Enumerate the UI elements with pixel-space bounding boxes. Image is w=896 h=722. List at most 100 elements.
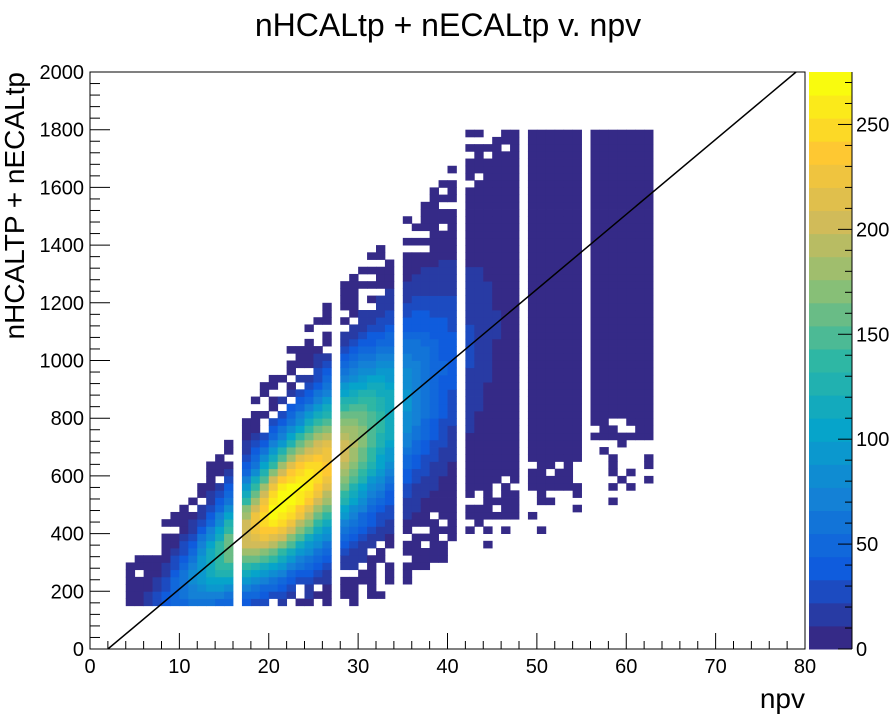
heatmap-bin [188, 576, 198, 585]
heatmap-bin [295, 548, 305, 556]
heatmap-bin [447, 475, 457, 484]
heatmap-bin [322, 331, 332, 340]
heatmap-bin [465, 461, 475, 470]
heatmap-bin [474, 187, 484, 196]
heatmap-bin [367, 389, 377, 397]
heatmap-bin [465, 432, 475, 441]
heatmap-bin [340, 367, 350, 376]
heatmap-bin [554, 403, 565, 412]
heatmap-bin [501, 432, 511, 441]
heatmap-bin [268, 548, 279, 556]
heatmap-bin [527, 194, 538, 203]
heatmap-bin [402, 281, 413, 289]
heatmap-bin [617, 374, 627, 383]
heatmap-bin [474, 165, 484, 174]
heatmap-bin [152, 562, 162, 571]
heatmap-bin [536, 216, 547, 224]
heatmap-bin [322, 447, 332, 455]
heatmap-bin [161, 548, 171, 556]
heatmap-bin [429, 288, 439, 296]
heatmap-bin [536, 410, 547, 419]
fit-line [107, 71, 797, 650]
heatmap-bin [420, 273, 431, 282]
heatmap-bin [384, 273, 395, 282]
heatmap-bin [304, 454, 314, 462]
heatmap-bin [438, 454, 448, 462]
heatmap-bin [420, 281, 431, 289]
heatmap-bin [635, 129, 645, 138]
heatmap-bin [384, 533, 395, 542]
heatmap-bin [501, 180, 511, 188]
heatmap-bin [429, 418, 439, 426]
heatmap-bin [438, 252, 448, 260]
heatmap-bin [313, 461, 323, 470]
heatmap-bin [644, 396, 654, 405]
heatmap-bin [143, 576, 153, 585]
heatmap-bin [492, 151, 502, 159]
heatmap-bin [438, 230, 448, 239]
heatmap-bin [563, 165, 574, 174]
heatmap-bin [599, 447, 609, 455]
heatmap-bin [572, 288, 582, 296]
heatmap-bin [608, 310, 618, 318]
heatmap-bin [224, 533, 234, 542]
heatmap-bin [626, 403, 636, 412]
heatmap-bin [554, 144, 565, 152]
heatmap-bin [545, 151, 556, 159]
heatmap-bin [197, 533, 207, 542]
heatmap-bin [563, 353, 574, 361]
heatmap-bin [411, 382, 422, 390]
heatmap-bin [590, 403, 600, 412]
heatmap-bin [644, 346, 654, 354]
heatmap-bin [644, 454, 654, 462]
heatmap-bin [304, 504, 314, 513]
heatmap-bin [304, 497, 314, 506]
heatmap-bin [349, 353, 359, 361]
heatmap-bin [125, 576, 136, 585]
heatmap-bin [527, 172, 538, 181]
heatmap-bin [635, 374, 645, 383]
heatmap-bin [527, 201, 538, 210]
heatmap-bin [134, 576, 145, 585]
heatmap-bin [510, 490, 520, 498]
heatmap-bin [554, 439, 565, 448]
heatmap-bin [617, 136, 627, 145]
heatmap-bin [429, 209, 439, 217]
heatmap-bin [635, 216, 645, 224]
heatmap-bin [510, 396, 520, 405]
heatmap-bin [447, 245, 457, 253]
heatmap-bin [358, 511, 368, 520]
heatmap-bin [545, 360, 556, 369]
heatmap-bin [197, 526, 207, 534]
heatmap-bin [215, 555, 225, 563]
heatmap-bin [563, 136, 574, 145]
heatmap-bin [259, 432, 270, 441]
heatmap-bin [572, 209, 582, 217]
heatmap-bin [295, 519, 305, 527]
colorbar-segment [809, 302, 852, 327]
heatmap-bin [420, 295, 431, 304]
heatmap-bin [501, 389, 511, 397]
heatmap-bin [599, 302, 609, 311]
heatmap-bin [501, 201, 511, 210]
heatmap-bin [644, 353, 654, 361]
heatmap-bin [501, 324, 511, 333]
heatmap-bin [322, 310, 332, 318]
heatmap-bin [465, 259, 475, 268]
heatmap-bin [492, 165, 502, 174]
colorbar-segment [809, 441, 852, 465]
heatmap-bin [340, 555, 350, 563]
heatmap-bin [617, 382, 627, 390]
heatmap-bin [563, 180, 574, 188]
heatmap-bin [492, 425, 502, 434]
heatmap-bin [402, 295, 413, 304]
y-tick-label: 0 [73, 639, 84, 661]
heatmap-bin [492, 353, 502, 361]
heatmap-bin [384, 346, 395, 354]
heatmap-bin [277, 483, 288, 491]
heatmap-bin [465, 295, 475, 304]
heatmap-bin [483, 497, 493, 506]
heatmap-bin [554, 338, 565, 347]
heatmap-bin [447, 331, 457, 340]
heatmap-bin [402, 374, 413, 383]
